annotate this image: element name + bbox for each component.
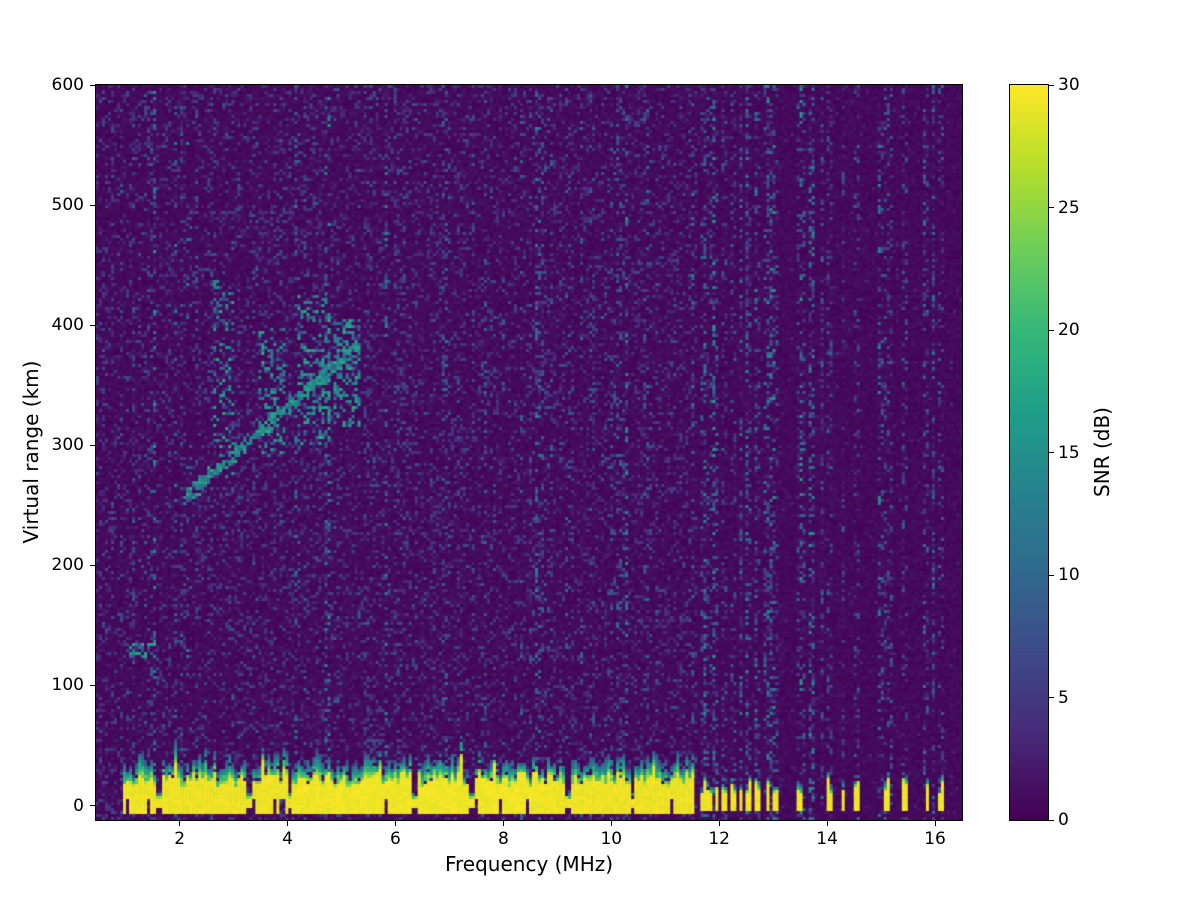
- x-tick-mark: [718, 821, 720, 826]
- x-axis-label: Frequency (MHz): [444, 852, 614, 876]
- colorbar-tick-label: 10: [1058, 565, 1080, 585]
- y-tick-label: 600: [51, 75, 84, 95]
- x-tick-label: 10: [600, 829, 623, 849]
- y-tick-mark: [90, 805, 95, 807]
- plot-area: [95, 84, 963, 821]
- colorbar-gradient-canvas: [1010, 85, 1048, 820]
- x-tick-label: 8: [497, 829, 509, 849]
- colorbar-tick-mark: [1049, 819, 1054, 821]
- colorbar-tick-mark: [1049, 329, 1054, 331]
- y-tick-label: 300: [51, 435, 84, 456]
- x-tick-mark: [826, 821, 828, 826]
- x-tick-label: 6: [390, 829, 401, 849]
- colorbar-tick-label: 20: [1058, 320, 1080, 340]
- y-tick-label: 0: [73, 795, 84, 816]
- x-tick-label: 2: [174, 829, 186, 849]
- x-tick-label: 4: [282, 829, 293, 849]
- colorbar-tick-mark: [1049, 207, 1054, 208]
- y-tick-mark: [90, 324, 95, 326]
- y-tick-label: 400: [51, 315, 84, 336]
- y-tick-label: 500: [51, 195, 84, 216]
- colorbar-tick-label: 0: [1058, 810, 1069, 830]
- x-tick-mark: [179, 821, 181, 826]
- x-tick-mark: [287, 821, 289, 826]
- colorbar-tick-label: 15: [1058, 442, 1080, 463]
- x-tick-mark: [502, 821, 504, 826]
- colorbar-tick-mark: [1049, 452, 1054, 453]
- y-tick-label: 200: [51, 555, 84, 576]
- x-tick-label: 16: [924, 829, 946, 849]
- colorbar-tick-mark: [1049, 697, 1054, 698]
- y-tick-mark: [90, 84, 95, 86]
- colorbar-tick-label: 25: [1058, 197, 1080, 218]
- colorbar-tick-label: 5: [1058, 687, 1069, 708]
- y-tick-mark: [90, 444, 95, 446]
- colorbar: [1009, 84, 1049, 821]
- y-tick-mark: [90, 204, 95, 206]
- y-tick-mark: [90, 564, 95, 566]
- x-tick-label: 12: [708, 829, 730, 849]
- y-tick-label: 100: [51, 675, 84, 696]
- colorbar-tick-mark: [1049, 574, 1054, 576]
- ionogram-heatmap-canvas: [96, 85, 962, 820]
- x-tick-mark: [610, 821, 612, 826]
- colorbar-tick-label: 30: [1058, 75, 1080, 95]
- x-tick-label: 14: [816, 829, 838, 849]
- y-tick-mark: [90, 684, 95, 686]
- colorbar-tick-mark: [1049, 84, 1054, 86]
- x-tick-mark: [394, 821, 396, 826]
- x-tick-mark: [934, 821, 936, 826]
